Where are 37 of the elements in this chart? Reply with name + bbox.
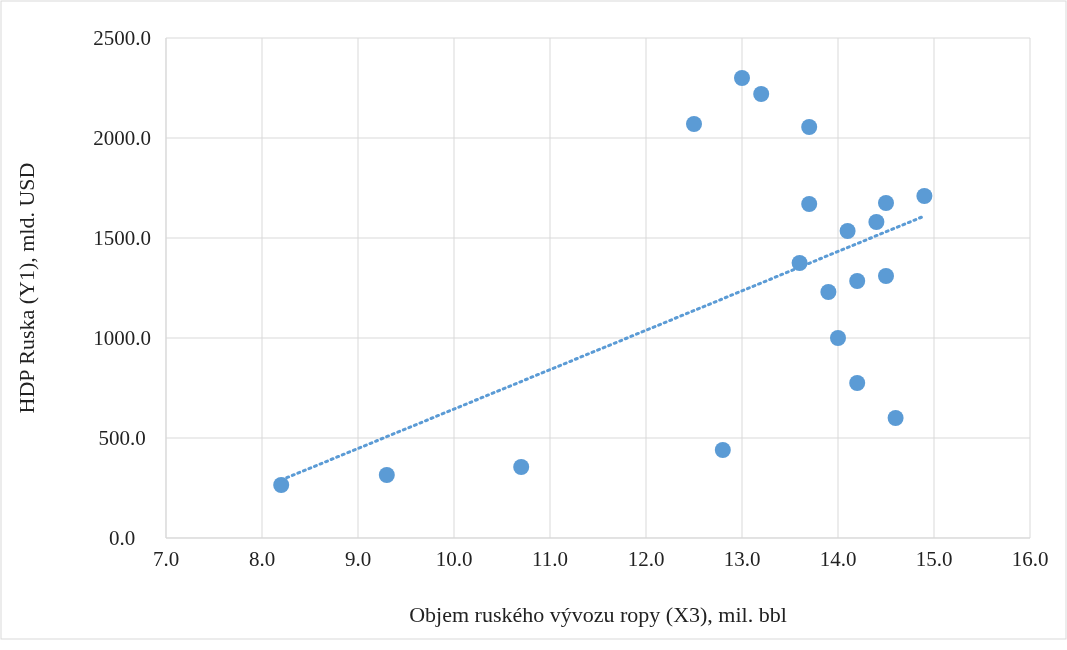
point <box>734 70 750 86</box>
point <box>820 284 837 300</box>
y-tick-label: 1000.0 <box>93 326 151 350</box>
point <box>378 467 395 483</box>
point <box>753 86 770 102</box>
x-tick-label: 12.0 <box>627 547 665 571</box>
point <box>878 195 894 211</box>
y-tick-label: 500.0 <box>98 426 146 450</box>
x-tick-label: 8.0 <box>248 547 276 571</box>
x-tick-label: 10.0 <box>435 547 473 571</box>
x-tick-label: 9.0 <box>344 547 372 571</box>
point <box>849 273 866 289</box>
x-tick-label: 14.0 <box>819 547 857 571</box>
x-tick-label: 16.0 <box>1011 547 1049 571</box>
point <box>714 442 731 458</box>
x-tick-label: 13.0 <box>723 547 761 571</box>
point <box>801 196 818 212</box>
point <box>273 477 290 493</box>
x-tick-label: 15.0 <box>915 547 953 571</box>
point <box>868 214 885 230</box>
x-tick-label: 11.0 <box>532 547 568 571</box>
point <box>916 188 933 204</box>
point <box>887 410 904 426</box>
point <box>849 375 866 391</box>
y-tick-label: 0.0 <box>108 526 136 550</box>
point <box>830 330 846 346</box>
point <box>801 119 818 135</box>
point <box>513 459 530 475</box>
y-tick-label: 1500.0 <box>93 226 151 250</box>
y-tick-label: 2500.0 <box>93 26 151 50</box>
point <box>839 223 856 239</box>
x-tick-label: 7.0 <box>152 547 180 571</box>
x-axis-title: Objem ruského vývozu ropy (X3), mil. bbl <box>409 602 787 627</box>
y-tick-label: 2000.0 <box>93 126 151 150</box>
point <box>686 116 702 132</box>
point <box>878 268 894 284</box>
y-axis-title: HDP Ruska (Y1), mld. USD <box>14 162 39 414</box>
